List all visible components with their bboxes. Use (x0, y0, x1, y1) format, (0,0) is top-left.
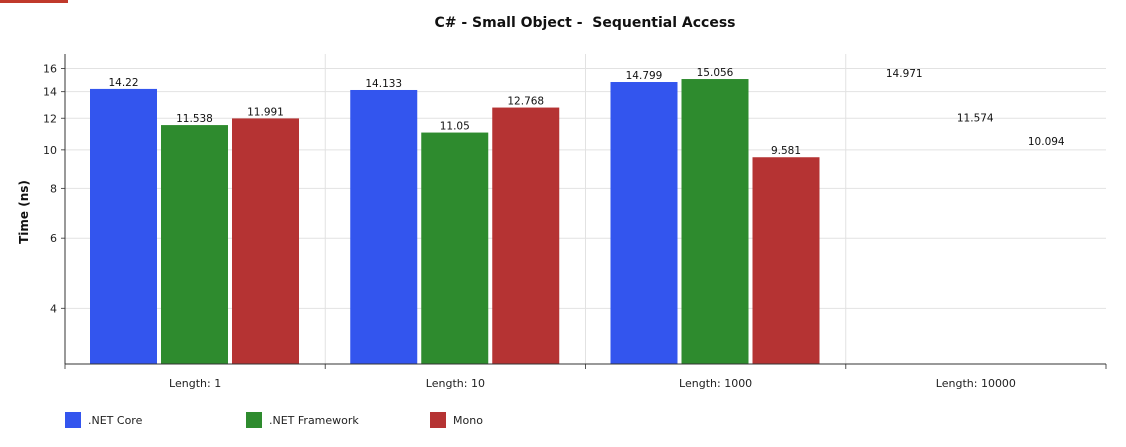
y-tick-label: 4 (50, 302, 57, 315)
y-tick-label: 12 (43, 112, 57, 125)
legend-swatch (246, 412, 262, 428)
data-label: 15.056 (697, 67, 734, 79)
y-axis-title: Time (ns) (17, 180, 31, 244)
corner-accent-mark (0, 0, 68, 3)
y-tick-label: 14 (43, 86, 57, 99)
chart-legend: .NET Core .NET Framework Mono (0, 410, 1126, 430)
bar (232, 118, 299, 364)
legend-label: .NET Core (88, 413, 143, 427)
bar (492, 107, 560, 364)
bar (610, 82, 678, 364)
legend-item[interactable]: Mono (430, 410, 483, 430)
data-label: 12.768 (507, 96, 544, 108)
data-label: 11.991 (247, 106, 284, 118)
data-label: 14.971 (886, 68, 923, 80)
x-tick-label: Length: 10 (426, 377, 485, 390)
legend-item[interactable]: .NET Framework (246, 410, 359, 430)
bar (90, 88, 157, 364)
legend-swatch (430, 412, 446, 428)
y-tick-label: 16 (43, 63, 57, 76)
legend-item[interactable]: .NET Core (65, 410, 142, 430)
data-label: 11.05 (440, 121, 470, 133)
bar (681, 79, 749, 365)
bar (752, 157, 820, 364)
legend-swatch (65, 412, 81, 428)
y-tick-label: 8 (50, 182, 57, 195)
data-label: 14.133 (365, 78, 402, 90)
bar (421, 132, 489, 364)
data-label: 11.538 (176, 113, 213, 125)
legend-label: Mono (453, 413, 483, 427)
data-label: 9.581 (771, 145, 801, 157)
x-tick-label: Length: 1 (169, 377, 221, 390)
data-label: 14.799 (626, 70, 663, 82)
legend-label: .NET Framework (269, 413, 359, 427)
bar (161, 125, 228, 365)
y-tick-label: 6 (50, 232, 57, 245)
chart-title: C# - Small Object - Sequential Access (434, 15, 736, 31)
bar (350, 89, 418, 364)
x-tick-label: Length: 1000 (679, 377, 752, 390)
bar-chart: Time (ns) 4 6 8 10 12 14 16 14.22 11.538 11.991 Le… (17, 54, 1107, 390)
data-label: 11.574 (957, 113, 994, 125)
y-tick-label: 10 (43, 144, 57, 157)
data-label: 10.094 (1028, 136, 1065, 148)
x-tick-label: Length: 10000 (936, 377, 1016, 390)
data-label: 14.22 (108, 77, 138, 89)
